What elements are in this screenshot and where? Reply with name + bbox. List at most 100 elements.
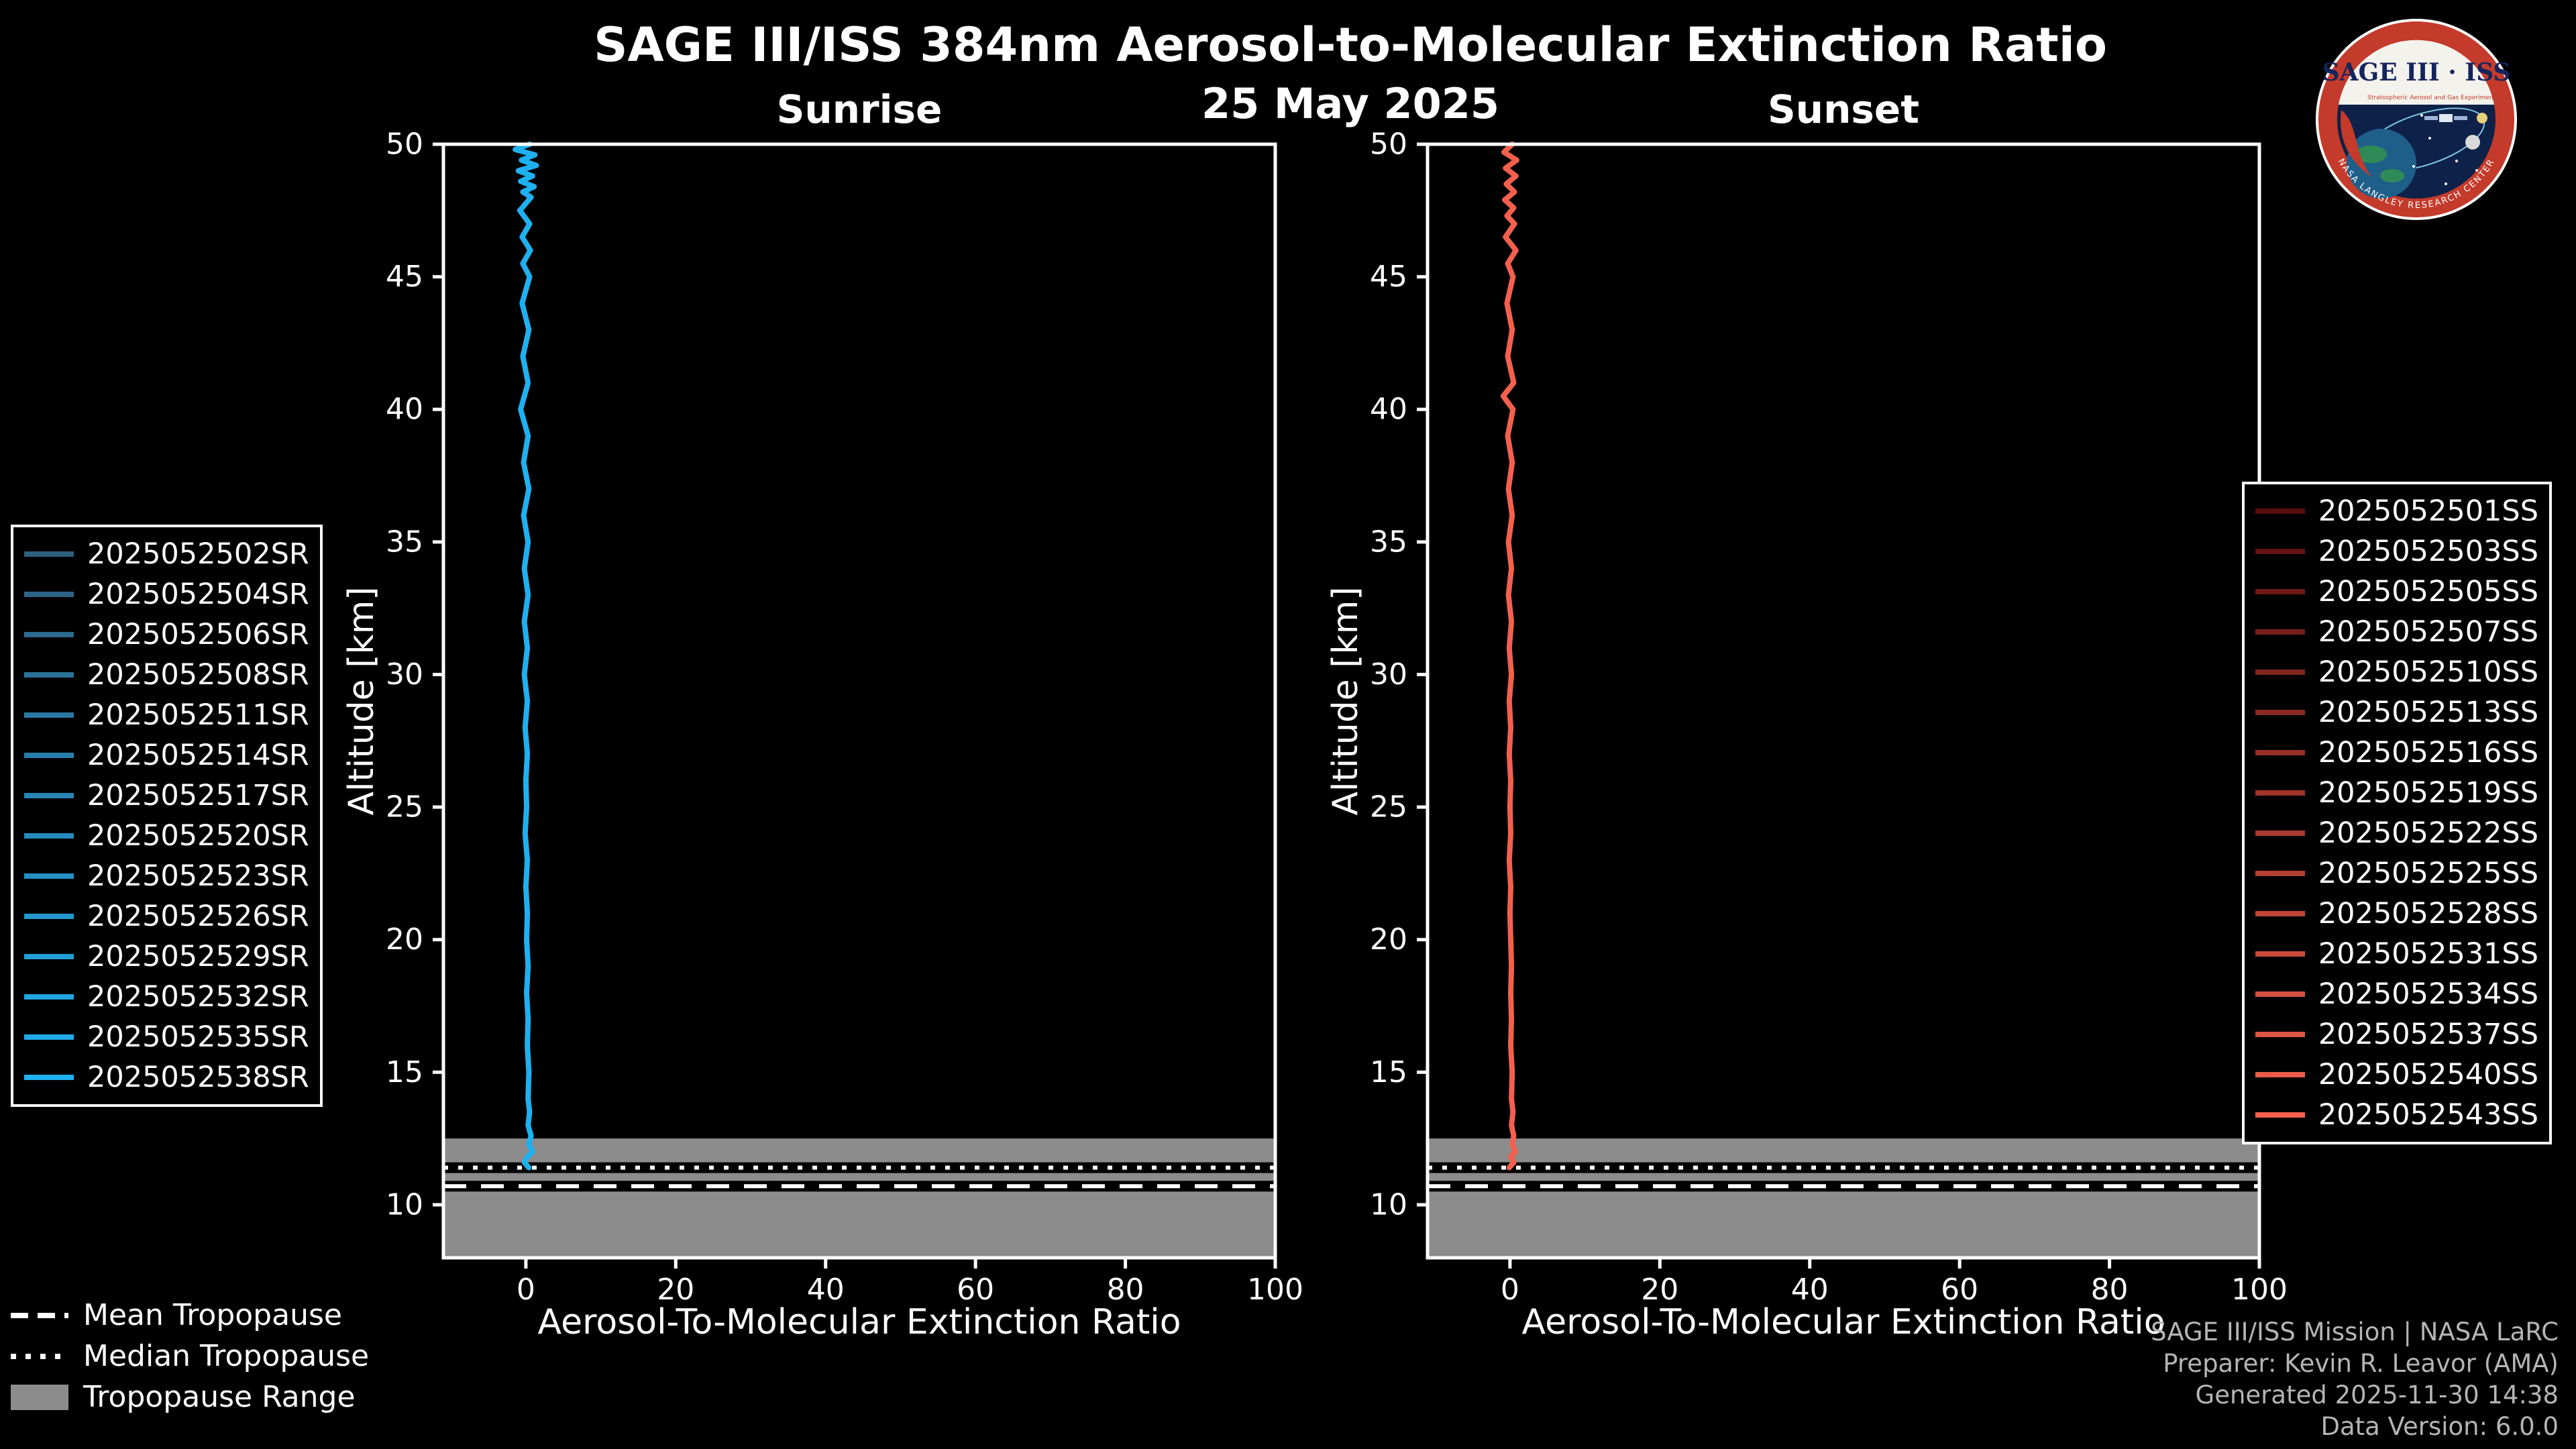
y-tick-label: 10 xyxy=(386,1187,423,1222)
tropopause-legend-item: Median Tropopause xyxy=(11,1336,369,1377)
legend-label: 2025052522SS xyxy=(2318,816,2538,850)
logo-cap xyxy=(2339,40,2494,105)
logo-moon xyxy=(2465,135,2480,150)
y-tick-label: 35 xyxy=(386,525,423,559)
legend-label: 2025052501SS xyxy=(2318,494,2538,528)
legend-label: 2025052514SR xyxy=(87,739,309,772)
legend-line-swatch xyxy=(24,833,74,839)
legend-item: 2025052503SS xyxy=(2255,531,2538,572)
y-tick-label: 25 xyxy=(1370,790,1407,824)
legend-line-swatch xyxy=(2255,1032,2305,1037)
y-tick-label: 45 xyxy=(386,260,423,294)
legend-label: 2025052531SS xyxy=(2318,937,2538,971)
legend-item: 2025052531SS xyxy=(2255,934,2538,974)
x-tick-label: 60 xyxy=(957,1273,994,1307)
legend-item: 2025052522SS xyxy=(2255,813,2538,853)
legend-label: 2025052532SR xyxy=(87,980,309,1014)
legend-label: 2025052538SR xyxy=(87,1061,309,1094)
legend-label: 2025052517SR xyxy=(87,779,309,812)
legend-label: 2025052520SR xyxy=(87,819,309,853)
plot-border xyxy=(441,142,1277,1260)
legend-label: 2025052513SS xyxy=(2318,696,2538,729)
legend-label: 2025052502SR xyxy=(87,537,309,571)
legend-label: 2025052535SR xyxy=(87,1020,309,1054)
sunrise-y-axis-label: Altitude [km] xyxy=(341,586,382,816)
patch-swatch xyxy=(11,1384,68,1410)
x-tick-label: 100 xyxy=(1247,1273,1303,1307)
y-tick-label: 30 xyxy=(1370,657,1407,692)
legend-line-swatch xyxy=(2255,951,2305,957)
legend-item: 2025052528SS xyxy=(2255,894,2538,934)
legend-line-swatch xyxy=(24,672,74,678)
legend-item: 2025052504SR xyxy=(24,574,309,614)
x-tick-label: 20 xyxy=(657,1273,694,1307)
sunset-plot-canvas: 10 15 20 25 30 35 40 45 50 0 20 40 60 80 100 xyxy=(1370,127,2288,1307)
y-tick-label: 15 xyxy=(386,1055,423,1089)
legend-item: 2025052506SR xyxy=(24,614,309,655)
tropopause-legend: Mean Tropopause Median Tropopause Tropopau… xyxy=(11,1295,369,1417)
profile-line xyxy=(1500,142,1519,1171)
legend-label: 2025052519SS xyxy=(2318,776,2538,810)
legend-item: 2025052516SS xyxy=(2255,733,2538,773)
logo-subtitle: Stratospheric Aerosol and Gas Experiment… xyxy=(2367,95,2503,101)
mission-patch-logo: SAGE III · ISS Stratospheric Aerosol and… xyxy=(2316,19,2517,220)
y-tick-label: 30 xyxy=(386,657,423,692)
logo-stars xyxy=(2412,114,2478,185)
y-tick-label: 45 xyxy=(1370,260,1407,294)
y-tick-label: 25 xyxy=(386,790,423,824)
sunset-plot-panel: Sunset Altitude [km] Aerosol-To-Molecula… xyxy=(1326,87,2288,1342)
legend-line-swatch xyxy=(24,1075,74,1080)
legend-line-swatch xyxy=(24,914,74,919)
legend-item: 2025052519SS xyxy=(2255,773,2538,813)
legend-line-swatch xyxy=(2255,830,2305,836)
x-tick-label: 100 xyxy=(2231,1273,2288,1307)
tropopause-legend-item: Tropopause Range xyxy=(11,1377,369,1417)
legend-label: 2025052525SS xyxy=(2318,857,2538,890)
legend-label: 2025052510SS xyxy=(2318,655,2538,689)
legend-item: 2025052540SS xyxy=(2255,1055,2538,1095)
tropopause-legend-label: Mean Tropopause xyxy=(83,1298,342,1332)
legend-item: 2025052505SS xyxy=(2255,572,2538,612)
legend-line-swatch xyxy=(24,994,74,1000)
footer-credits: SAGE III/ISS Mission | NASA LaRC Prepare… xyxy=(2151,1316,2559,1442)
legend-label: 2025052543SS xyxy=(2318,1098,2538,1132)
logo-earth-land xyxy=(2380,169,2404,182)
legend-line-swatch xyxy=(2255,911,2305,916)
legend-line-swatch xyxy=(2255,669,2305,675)
legend-line-swatch xyxy=(2255,790,2305,796)
legend-line-swatch xyxy=(2255,549,2305,554)
y-tick-label: 20 xyxy=(1370,922,1407,957)
page-title: SAGE III/ISS 384nm Aerosol-to-Molecular … xyxy=(594,17,2107,72)
y-tick-label: 15 xyxy=(1370,1055,1407,1089)
sunset-panel-title: Sunset xyxy=(1768,87,1919,132)
legend-line-swatch xyxy=(24,632,74,637)
x-tick-label: 40 xyxy=(807,1273,845,1307)
legend-line-swatch xyxy=(24,592,74,597)
x-tick-label: 0 xyxy=(517,1273,535,1307)
legend-line-swatch xyxy=(24,793,74,798)
footer-version-line: Data Version: 6.0.0 xyxy=(2320,1412,2559,1441)
legend-item: 2025052513SS xyxy=(2255,692,2538,733)
legend-label: 2025052526SR xyxy=(87,900,309,933)
y-tick-label: 20 xyxy=(386,922,423,957)
x-tick-label: 0 xyxy=(1501,1273,1519,1307)
legend-item: 2025052507SS xyxy=(2255,612,2538,652)
legend-label: 2025052504SR xyxy=(87,578,309,611)
legend-label: 2025052529SR xyxy=(87,940,309,973)
footer-preparer-line: Preparer: Kevin R. Leavor (AMA) xyxy=(2163,1349,2559,1378)
legend-item: 2025052538SR xyxy=(24,1057,309,1097)
legend-item: 2025052502SR xyxy=(24,534,309,574)
legend-item: 2025052537SS xyxy=(2255,1014,2538,1055)
legend-label: 2025052528SS xyxy=(2318,897,2538,930)
y-tick-label: 50 xyxy=(1370,127,1407,162)
legend-item: 2025052508SR xyxy=(24,655,309,695)
logo-earth-land xyxy=(2355,146,2387,163)
sunrise-legend: 2025052502SR 2025052504SR 2025052506SR 2025… xyxy=(11,525,323,1107)
legend-label: 2025052507SS xyxy=(2318,615,2538,649)
profile-line xyxy=(513,142,539,1171)
legend-item: 2025052529SR xyxy=(24,936,309,977)
legend-item: 2025052534SS xyxy=(2255,974,2538,1014)
legend-item: 2025052517SR xyxy=(24,775,309,816)
legend-line-swatch xyxy=(24,753,74,758)
x-tick-label: 60 xyxy=(1941,1273,1978,1307)
